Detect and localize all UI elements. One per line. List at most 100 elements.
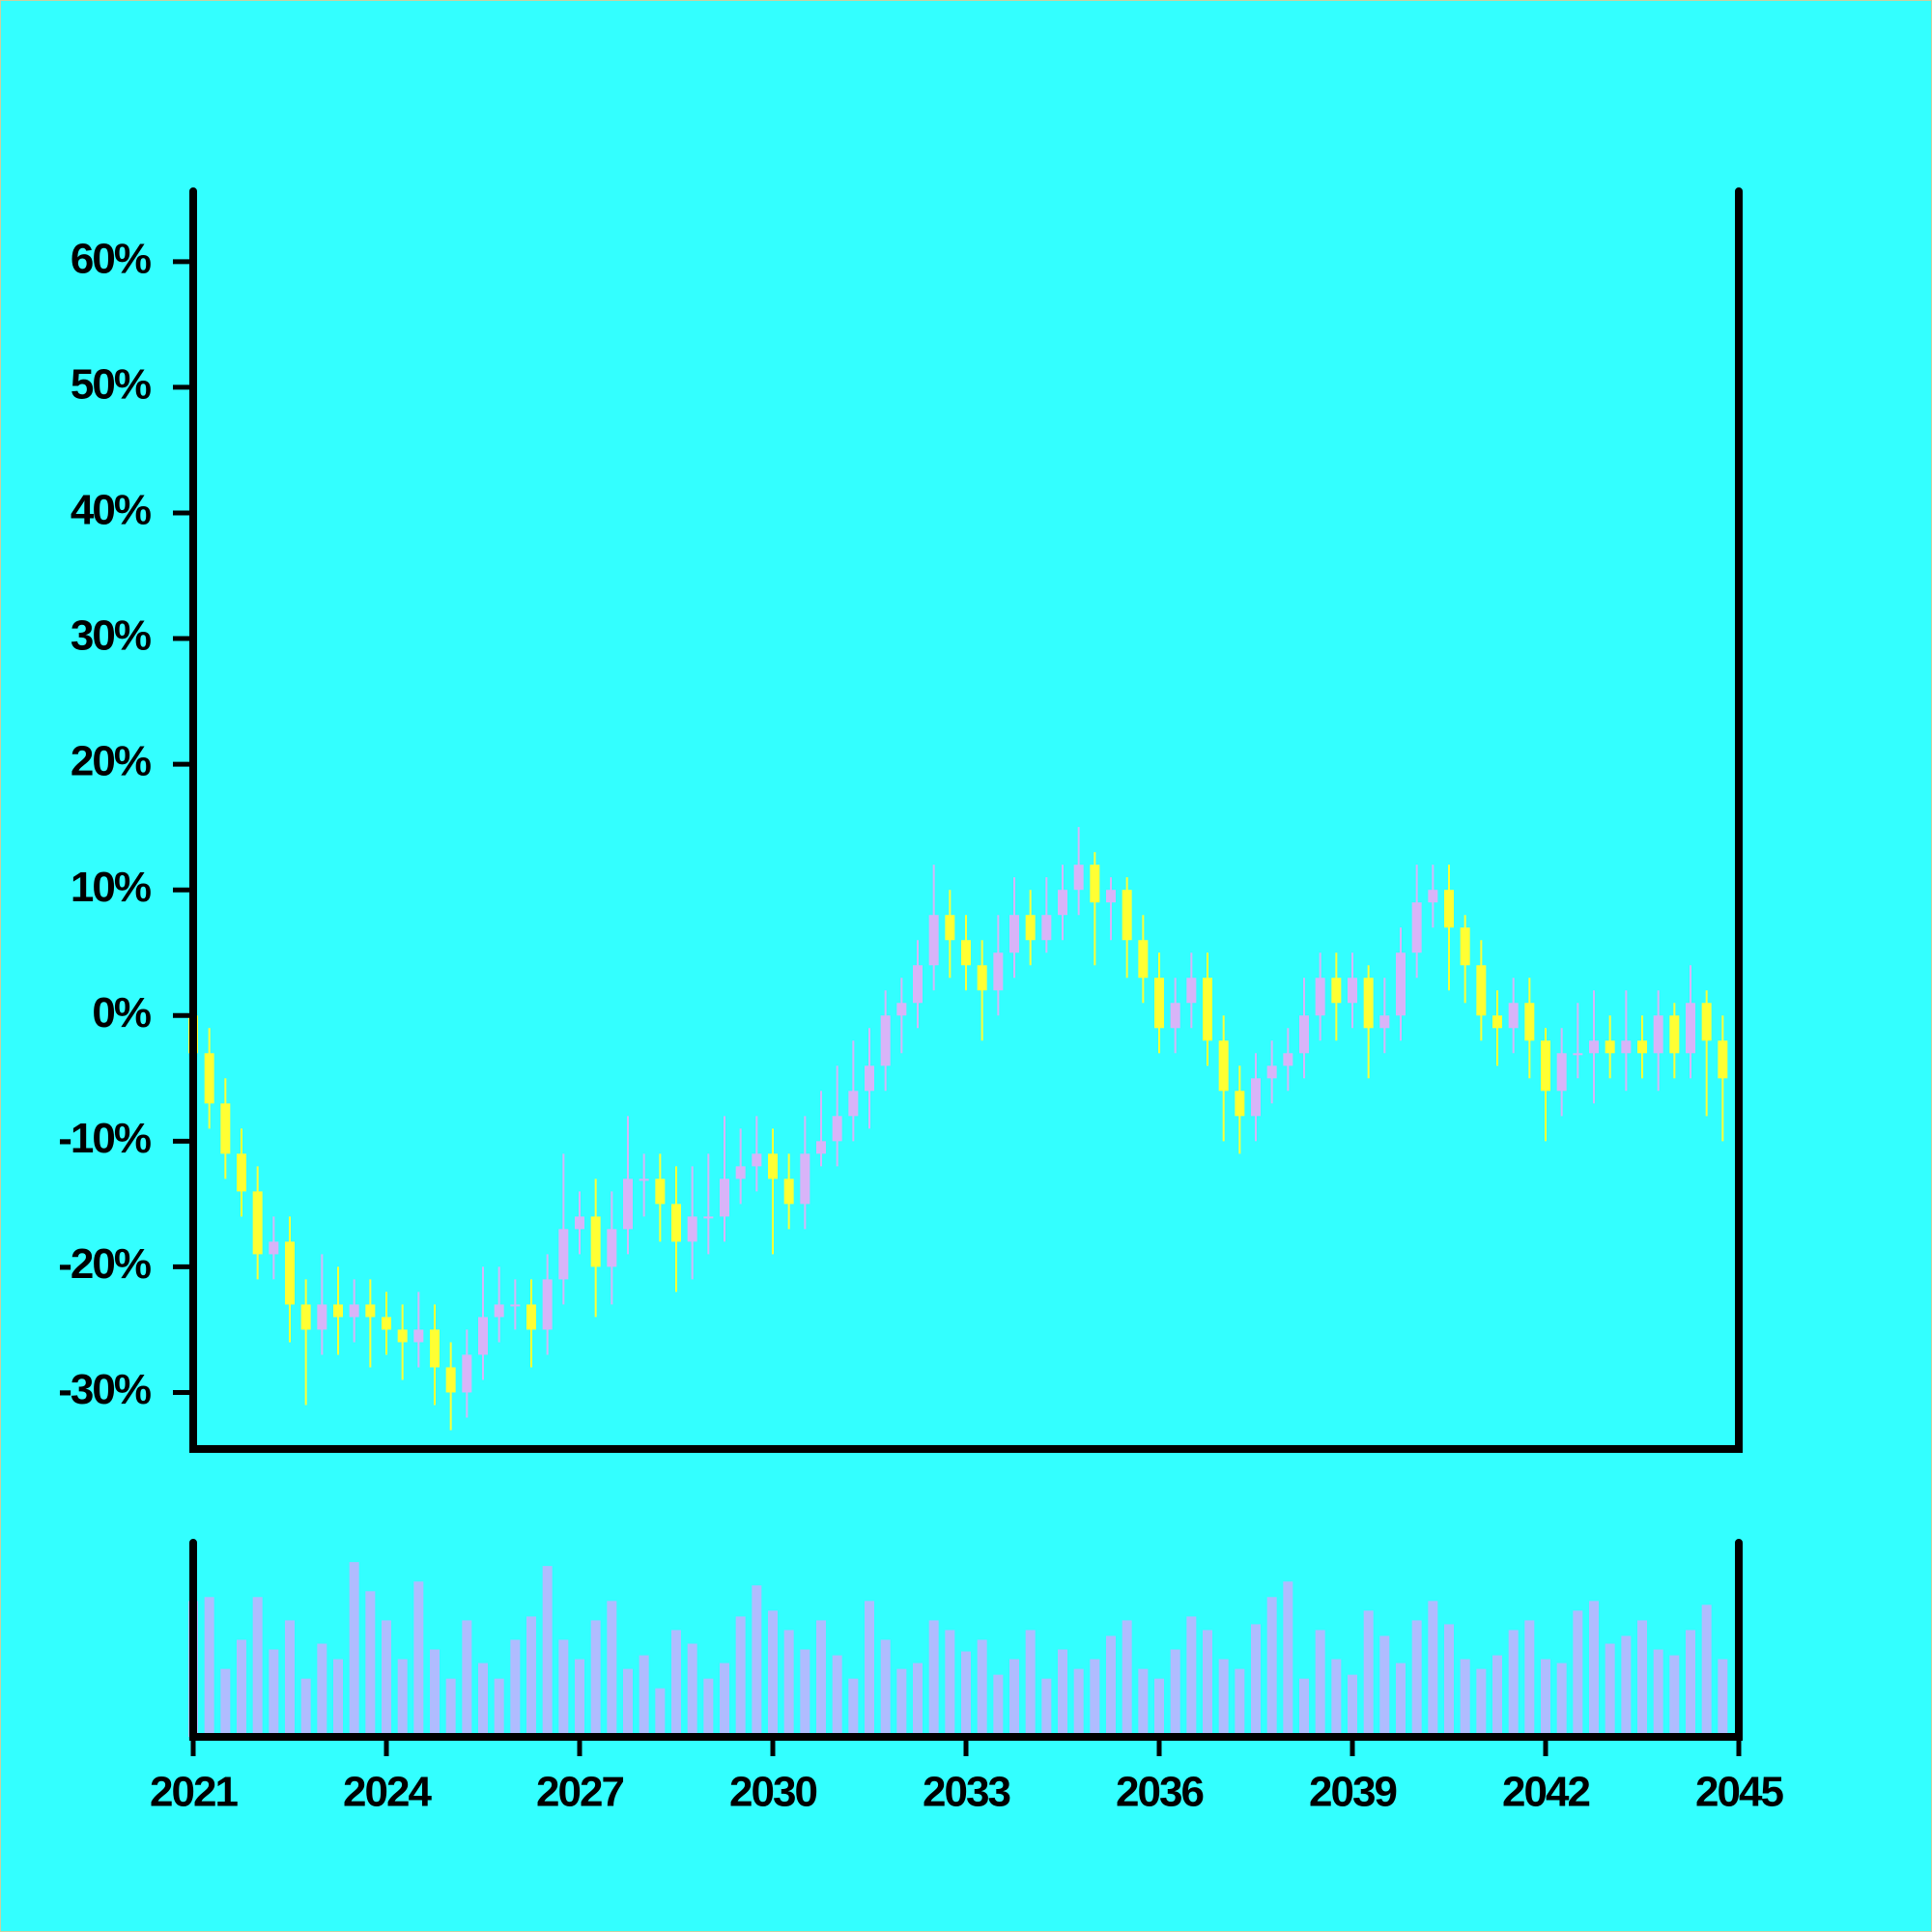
volume-bar: [623, 1668, 633, 1737]
volume-bar: [1396, 1662, 1406, 1737]
candle-body: [1363, 978, 1374, 1029]
volume-bar: [687, 1643, 697, 1737]
volume-bar: [945, 1630, 955, 1737]
volume-bar: [1411, 1620, 1422, 1737]
candle-body: [204, 1053, 214, 1104]
candle-body: [993, 952, 1004, 991]
candle-body: [1025, 915, 1036, 941]
candle-body: [1621, 1040, 1632, 1054]
volume-bar: [720, 1662, 729, 1737]
volume-bar: [735, 1616, 746, 1737]
candle-body: [590, 1216, 601, 1267]
candle-body: [1686, 1003, 1695, 1054]
volume-bar: [1556, 1662, 1567, 1737]
candle-body: [896, 1003, 907, 1016]
price-frame: [189, 187, 1743, 1453]
candle-body: [655, 1179, 666, 1205]
volume-bar: [816, 1620, 826, 1737]
volume-bar: [1508, 1630, 1519, 1737]
candle-body: [848, 1091, 859, 1117]
volume-bar: [1476, 1668, 1487, 1737]
y-tick-label: 30%: [71, 612, 151, 660]
candle-body: [252, 1191, 263, 1255]
candle-body: [1154, 978, 1164, 1029]
volume-bar: [590, 1620, 601, 1737]
volume-bar: [1589, 1601, 1599, 1737]
candle-body: [832, 1116, 842, 1142]
volume-bar: [880, 1639, 891, 1737]
candle-body: [1411, 902, 1422, 953]
x-tick-label: 2045: [1695, 1769, 1783, 1816]
volume-bar: [300, 1678, 311, 1737]
candle-body: [1218, 1040, 1229, 1092]
candle-body: [1718, 1040, 1728, 1079]
candle-body: [478, 1317, 488, 1355]
volume-bar: [1154, 1678, 1164, 1737]
volume-bar: [445, 1678, 456, 1737]
volume-bar: [1524, 1620, 1535, 1737]
volume-bar: [1331, 1659, 1342, 1737]
candle-body: [961, 940, 971, 966]
y-tick-label: 20%: [71, 738, 151, 785]
candle-body: [1637, 1040, 1647, 1054]
volume-bar: [1669, 1655, 1680, 1737]
volume-bar: [1541, 1659, 1550, 1737]
y-tick-label: -20%: [58, 1240, 151, 1288]
candle-body: [816, 1141, 826, 1154]
y-tick-label: -30%: [58, 1366, 151, 1413]
candle-body: [575, 1216, 584, 1230]
candle-body: [1235, 1091, 1245, 1117]
volume-bar: [526, 1616, 536, 1737]
candle-body: [1605, 1040, 1615, 1054]
volume-bar: [1090, 1659, 1100, 1737]
volume-bar: [1637, 1620, 1647, 1737]
candle-body: [752, 1153, 762, 1167]
volume-bar: [430, 1649, 440, 1737]
volume-bar: [204, 1597, 214, 1737]
volume-bar: [783, 1630, 794, 1737]
volume-bar: [1460, 1659, 1470, 1737]
volume-bar: [1348, 1674, 1357, 1737]
candle-body: [1701, 1003, 1712, 1041]
candle-body: [1492, 1015, 1502, 1029]
volume-bar: [993, 1674, 1004, 1737]
volume-bar: [1653, 1649, 1663, 1737]
volume-bar: [607, 1601, 617, 1737]
candle-body: [735, 1166, 746, 1179]
volume-bar: [1218, 1659, 1229, 1737]
volume-bar: [333, 1659, 343, 1737]
volume-bar: [1235, 1668, 1245, 1737]
volume-bar: [413, 1581, 424, 1737]
volume-bar: [977, 1639, 987, 1737]
volume-bar: [1283, 1581, 1293, 1737]
candle-body: [1331, 978, 1342, 1004]
candle-body: [1122, 890, 1132, 941]
candle-body: [413, 1329, 424, 1343]
candle-body: [1556, 1053, 1567, 1092]
volume-bar: [1186, 1616, 1197, 1737]
volume-bar: [832, 1655, 842, 1737]
x-tick-label: 2021: [150, 1769, 238, 1816]
candle-body: [1573, 1053, 1583, 1056]
volume-bar: [1701, 1605, 1712, 1737]
volume-bar: [285, 1620, 295, 1737]
x-tick-label: 2039: [1309, 1769, 1396, 1816]
candle-body: [1203, 978, 1212, 1041]
candle-body: [1090, 865, 1100, 903]
volume-bar: [462, 1620, 472, 1737]
x-tick-label: 2042: [1502, 1769, 1589, 1816]
volume-bar: [349, 1562, 359, 1737]
volume-bar: [752, 1585, 762, 1737]
candle-body: [865, 1065, 874, 1092]
volume-bar: [896, 1668, 907, 1737]
volume-bar: [1299, 1678, 1309, 1737]
candle-body: [285, 1241, 295, 1305]
candle-body: [928, 915, 939, 966]
volume-bar: [478, 1662, 488, 1737]
candle-body: [1106, 890, 1116, 903]
candle-body: [558, 1229, 569, 1280]
y-tick-label: 40%: [71, 487, 151, 534]
candle-body: [1041, 915, 1052, 941]
candle-body: [317, 1304, 327, 1330]
volume-bar: [1621, 1635, 1632, 1737]
